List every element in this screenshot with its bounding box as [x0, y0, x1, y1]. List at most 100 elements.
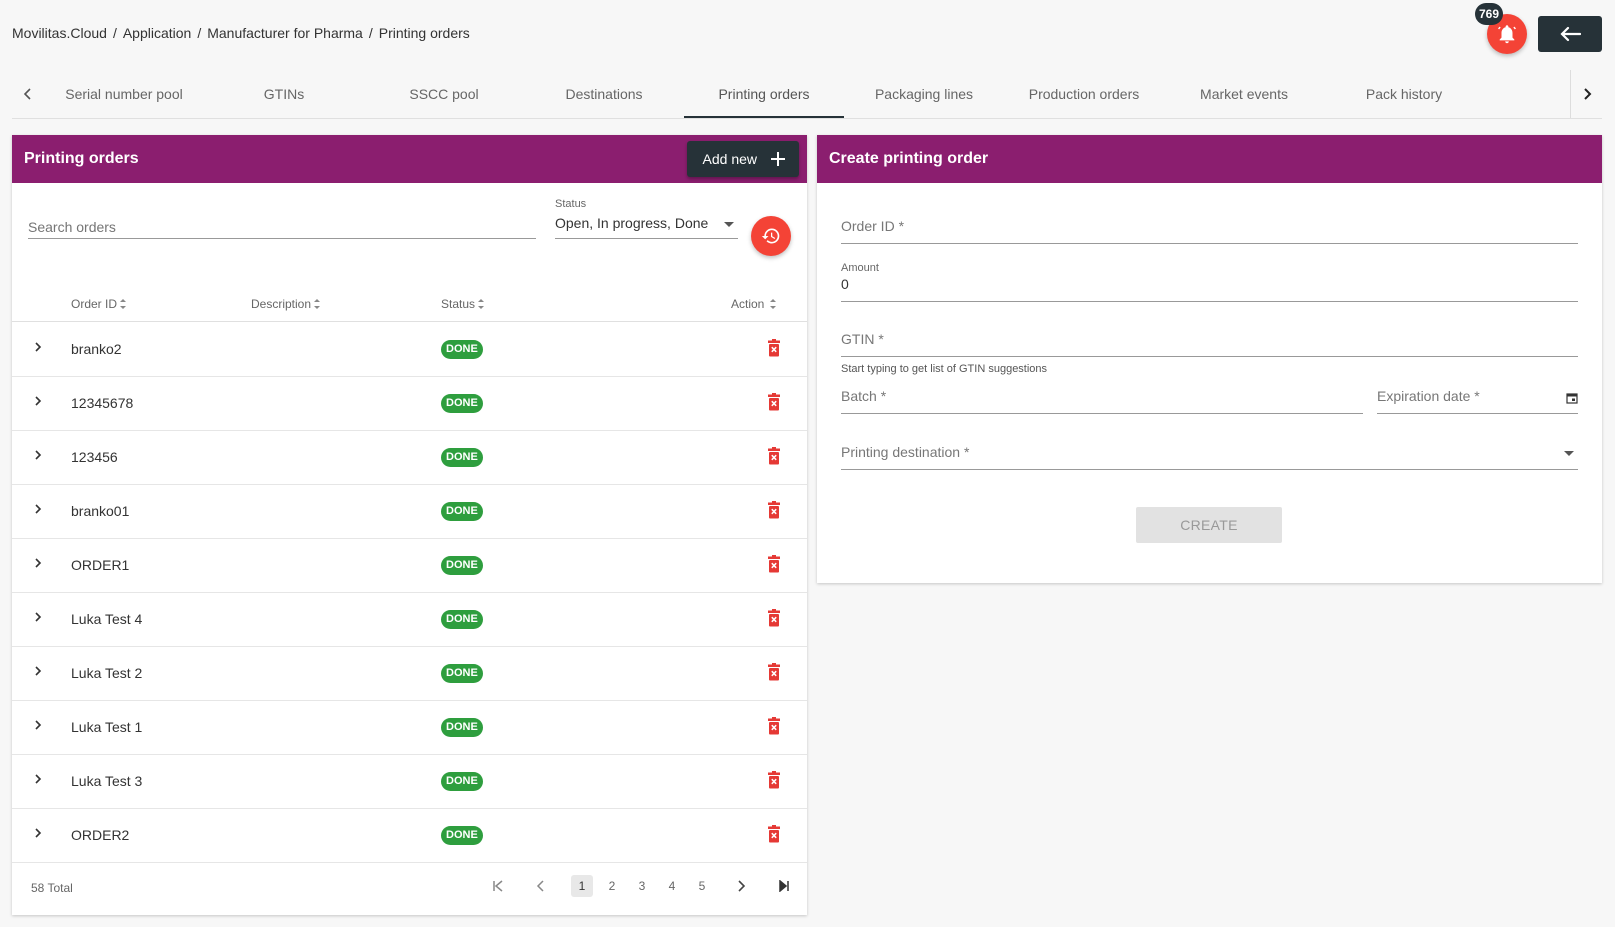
table-row[interactable]: branko01 DONE: [12, 485, 807, 539]
column-description[interactable]: Description: [251, 297, 321, 311]
expand-row-button[interactable]: [34, 339, 42, 355]
back-button[interactable]: [1538, 16, 1602, 52]
expand-row-button[interactable]: [34, 447, 42, 463]
delete-icon: [768, 663, 780, 681]
delete-button[interactable]: [767, 393, 781, 411]
chevron-right-icon: [1583, 88, 1591, 100]
order-id-cell: Luka Test 4: [71, 611, 143, 627]
column-status-label: Status: [441, 297, 476, 311]
tab-printing-orders[interactable]: Printing orders: [684, 70, 844, 118]
column-status[interactable]: Status: [441, 297, 485, 311]
table-row[interactable]: Luka Test 2 DONE: [12, 647, 807, 701]
first-page-button[interactable]: [487, 875, 509, 897]
page-3-button[interactable]: 3: [638, 879, 646, 893]
page-4-button[interactable]: 4: [668, 879, 676, 893]
table-row[interactable]: 12345678 DONE: [12, 377, 807, 431]
tab-bar: Serial number pool GTINs SSCC pool Desti…: [12, 70, 1602, 119]
breadcrumb-item-root[interactable]: Movilitas.Cloud: [12, 25, 107, 41]
delete-icon: [768, 339, 780, 357]
delete-button[interactable]: [767, 717, 781, 735]
table-row[interactable]: branko2 DONE: [12, 323, 807, 377]
status-filter-label: Status: [555, 198, 587, 210]
column-description-label: Description: [251, 297, 312, 311]
expand-row-button[interactable]: [34, 555, 42, 571]
tab-production-orders[interactable]: Production orders: [1028, 86, 1140, 102]
page-5-button[interactable]: 5: [698, 879, 706, 893]
expand-chevron-icon: [35, 504, 42, 514]
history-button[interactable]: [751, 216, 791, 256]
expand-row-button[interactable]: [34, 663, 42, 679]
tab-market-events[interactable]: Market events: [1200, 86, 1288, 102]
expiration-date-field[interactable]: Expiration date *: [1377, 388, 1578, 414]
delete-button[interactable]: [767, 663, 781, 681]
expand-chevron-icon: [35, 720, 42, 730]
tab-serial-number-pool[interactable]: Serial number pool: [65, 86, 183, 102]
tab-pack-history[interactable]: Pack history: [1365, 86, 1443, 102]
status-badge: DONE: [441, 772, 483, 791]
top-bar: Movilitas.Cloud / Application / Manufact…: [0, 0, 1615, 66]
sort-icon: [478, 299, 485, 309]
status-filter-select[interactable]: Open, In progress, Done: [555, 215, 738, 239]
sort-icon: [120, 299, 127, 309]
table-row[interactable]: Luka Test 3 DONE: [12, 755, 807, 809]
batch-field[interactable]: Batch *: [841, 388, 1363, 414]
tabs-scroll-right-button[interactable]: [1570, 70, 1602, 118]
calendar-icon[interactable]: [1566, 392, 1578, 404]
tab-packaging-lines[interactable]: Packaging lines: [874, 86, 974, 102]
chevron-left-icon: [23, 88, 31, 100]
next-page-button[interactable]: [730, 875, 752, 897]
tab-sscc-pool[interactable]: SSCC pool: [409, 86, 479, 102]
status-badge: DONE: [441, 448, 483, 467]
delete-button[interactable]: [767, 501, 781, 519]
create-button[interactable]: CREATE: [1136, 507, 1282, 543]
expand-row-button[interactable]: [34, 609, 42, 625]
breadcrumb-item-application[interactable]: Application: [122, 25, 192, 41]
column-order-id[interactable]: Order ID: [71, 297, 127, 311]
table-row[interactable]: Luka Test 1 DONE: [12, 701, 807, 755]
expand-row-button[interactable]: [34, 393, 42, 409]
breadcrumb-item-manufacturer[interactable]: Manufacturer for Pharma: [207, 25, 363, 41]
expand-row-button[interactable]: [34, 771, 42, 787]
expand-row-button[interactable]: [34, 501, 42, 517]
expand-row-button[interactable]: [34, 717, 42, 733]
first-page-icon: [493, 880, 503, 892]
table-row[interactable]: 123456 DONE: [12, 431, 807, 485]
tab-list: Serial number pool GTINs SSCC pool Desti…: [44, 70, 1572, 118]
breadcrumb-separator: /: [368, 25, 373, 41]
table-row[interactable]: Luka Test 4 DONE: [12, 593, 807, 647]
page-2-button[interactable]: 2: [608, 879, 616, 893]
expand-chevron-icon: [35, 612, 42, 622]
add-new-button[interactable]: Add new: [686, 141, 799, 177]
tab-destinations[interactable]: Destinations: [565, 86, 643, 102]
table-row[interactable]: ORDER2 DONE: [12, 809, 807, 863]
prev-page-button[interactable]: [530, 875, 552, 897]
tabs-scroll-left-button[interactable]: [12, 70, 44, 118]
gtin-field[interactable]: GTIN *: [841, 331, 1578, 357]
delete-button[interactable]: [767, 609, 781, 627]
amount-field[interactable]: 0: [841, 276, 1578, 302]
tab-gtins[interactable]: GTINs: [263, 86, 305, 102]
pagination: 58 Total 1 2 3 4 5: [12, 862, 807, 912]
column-action-label: Action: [731, 297, 765, 311]
delete-button[interactable]: [767, 339, 781, 357]
column-action[interactable]: Action: [731, 297, 777, 311]
last-page-button[interactable]: [773, 875, 795, 897]
delete-button[interactable]: [767, 447, 781, 465]
printing-destination-select[interactable]: Printing destination *: [841, 444, 1578, 470]
delete-button[interactable]: [767, 771, 781, 789]
delete-button[interactable]: [767, 555, 781, 573]
printing-orders-panel: Printing orders Add new Status Open, In …: [12, 135, 807, 915]
order-id-field[interactable]: Order ID *: [841, 218, 1578, 244]
next-page-icon: [738, 880, 746, 892]
delete-button[interactable]: [767, 825, 781, 843]
table-row[interactable]: ORDER1 DONE: [12, 539, 807, 593]
sort-icon: [314, 299, 321, 309]
tab-truncated[interactable]: Se: [1484, 70, 1572, 118]
expand-chevron-icon: [35, 450, 42, 460]
expand-row-button[interactable]: [34, 825, 42, 841]
search-input[interactable]: [28, 215, 536, 239]
order-id-cell: ORDER2: [71, 827, 130, 843]
page-1-button[interactable]: 1: [571, 875, 593, 897]
expand-chevron-icon: [35, 774, 42, 784]
order-id-cell: ORDER1: [71, 557, 130, 573]
